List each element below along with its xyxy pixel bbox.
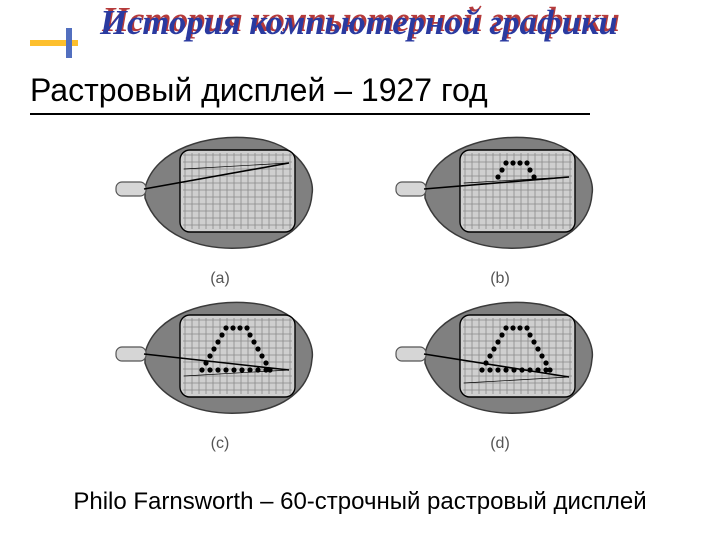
figure-cell-a: (a) <box>80 128 360 293</box>
subheading-text: Растровый дисплей – 1927 год <box>30 72 590 109</box>
crt-diagram-b <box>380 128 620 268</box>
figure-grid: (a) (b) (c) (d) <box>80 128 640 458</box>
figure-cell-label-d: (d) <box>490 435 510 453</box>
figure-cell-d: (d) <box>360 293 640 458</box>
crt-diagram-c <box>100 293 340 433</box>
subheading-block: Растровый дисплей – 1927 год <box>30 72 590 115</box>
crt-diagram-a <box>100 128 340 268</box>
slide-title-face: История компьютерной графики <box>100 6 618 41</box>
subheading-underline <box>30 113 590 115</box>
figure-cell-label-c: (c) <box>211 435 230 453</box>
figure-cell-b: (b) <box>360 128 640 293</box>
slide-bullet-ornament <box>30 28 78 58</box>
figure-cell-label-a: (a) <box>210 270 230 288</box>
crt-diagram-d <box>380 293 620 433</box>
caption-text: Philo Farnsworth – 60-строчный растровый… <box>0 488 720 516</box>
figure-cell-label-b: (b) <box>490 270 510 288</box>
figure-cell-c: (c) <box>80 293 360 458</box>
